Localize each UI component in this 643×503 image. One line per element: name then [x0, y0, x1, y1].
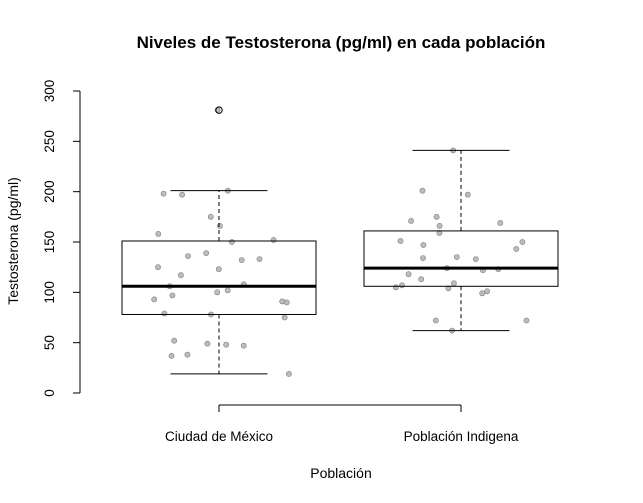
chart-title: Niveles de Testosterona (pg/ml) en cada … [137, 33, 546, 52]
box-group [363, 149, 559, 332]
data-point [472, 256, 479, 262]
box-group [121, 106, 317, 375]
data-point [256, 256, 263, 262]
data-point [397, 238, 404, 244]
data-point [418, 276, 425, 283]
x-tick-label: Población Indigena [404, 429, 519, 444]
data-point [204, 340, 211, 347]
y-tick-label: 100 [42, 281, 57, 304]
data-point [203, 250, 210, 256]
y-tick-label: 150 [42, 231, 57, 254]
data-point [168, 352, 175, 359]
y-tick-label: 50 [42, 335, 57, 350]
data-point [420, 242, 427, 248]
iqr-box [363, 230, 559, 287]
data-point [436, 222, 443, 229]
data-point [433, 213, 440, 220]
data-point [285, 370, 292, 377]
y-tick-label: 200 [42, 180, 57, 203]
data-point [228, 239, 235, 245]
data-point [155, 264, 161, 271]
x-tick-label: Ciudad de México [165, 429, 273, 444]
jitter-points [151, 107, 530, 377]
boxes [121, 106, 559, 375]
data-point [185, 253, 191, 259]
data-point [484, 288, 490, 295]
data-point [151, 296, 158, 303]
data-point [283, 299, 290, 306]
y-tick-label: 300 [42, 80, 57, 103]
data-point [519, 239, 526, 245]
y-tick-label: 0 [42, 389, 57, 397]
data-point [184, 351, 191, 358]
data-point [238, 257, 245, 263]
y-axis-label: Testosterona (pg/ml) [5, 177, 21, 305]
data-point [436, 229, 443, 236]
data-point [405, 271, 412, 278]
data-point [160, 190, 167, 197]
data-point [223, 341, 230, 348]
data-point [419, 187, 426, 194]
data-point [453, 254, 460, 260]
data-point [177, 272, 184, 279]
outlier-point [215, 106, 223, 114]
data-point [408, 217, 414, 224]
data-point [155, 230, 162, 237]
data-point [240, 342, 247, 349]
data-point [464, 191, 471, 198]
data-point [420, 255, 426, 261]
data-point [207, 213, 214, 220]
x-axis-label: Población [310, 465, 372, 481]
data-point [392, 284, 399, 291]
data-point [171, 337, 178, 344]
data-point [497, 219, 504, 226]
data-point [479, 290, 486, 297]
data-point [216, 222, 223, 229]
y-axis: 0 50 100 150 200 250 300 [42, 80, 81, 397]
data-point [432, 317, 439, 324]
data-point [270, 237, 277, 243]
data-point [513, 246, 520, 252]
data-point [224, 287, 231, 294]
data-point [399, 282, 405, 289]
iqr-box [121, 240, 317, 315]
data-point [281, 314, 288, 321]
data-point [215, 266, 222, 273]
data-point [214, 289, 221, 296]
data-point [179, 191, 185, 198]
data-point [445, 285, 452, 292]
data-point [169, 292, 176, 299]
data-point [523, 317, 530, 324]
data-point [161, 310, 168, 317]
x-axis: Ciudad de México Población Indigena [165, 404, 519, 444]
y-tick-label: 250 [42, 130, 57, 153]
data-point [450, 280, 457, 287]
